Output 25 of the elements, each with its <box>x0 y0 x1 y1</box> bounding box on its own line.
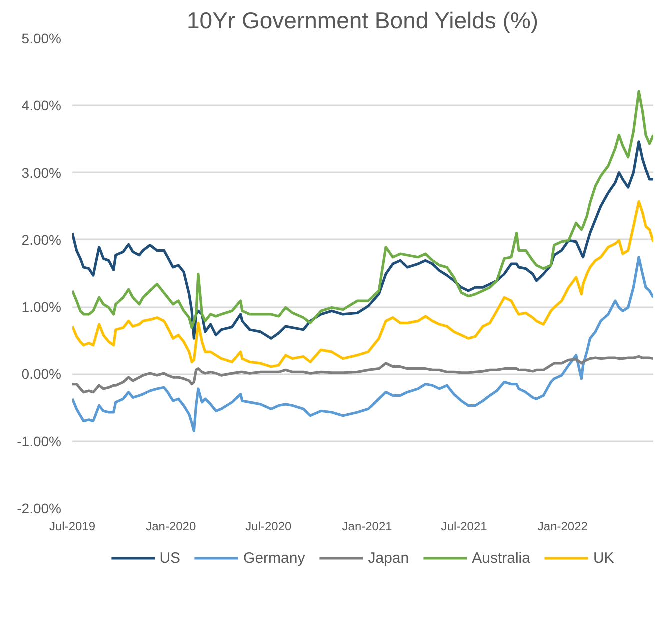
y-tick-label: 2.00% <box>22 232 62 248</box>
line-series <box>72 355 654 394</box>
line-series <box>72 256 654 433</box>
y-tick-label: 1.00% <box>22 299 62 316</box>
y-tick-label: 4.00% <box>22 98 62 114</box>
y-tick-label: 5.00% <box>22 30 62 46</box>
x-tick-label: Jan-2020 <box>146 520 196 534</box>
y-tick-label: 3.00% <box>22 164 62 181</box>
y-tick-label: -2.00% <box>17 500 62 516</box>
legend-label: US <box>160 550 181 566</box>
legend-label: Japan <box>368 550 410 566</box>
x-tick-label: Jul-2019 <box>49 520 96 534</box>
line-series <box>72 90 654 330</box>
legend-label: Germany <box>244 550 306 566</box>
chart-title: 10Yr Government Bond Yields (%) <box>187 8 539 34</box>
x-tick-label: Jul-2021 <box>441 520 488 534</box>
y-tick-label: 0.00% <box>22 366 62 382</box>
x-tick-label: Jan-2022 <box>538 520 588 534</box>
legend-label: UK <box>593 550 614 566</box>
legend-label: Australia <box>472 550 530 566</box>
x-tick-label: Jan-2021 <box>342 520 393 534</box>
line-series <box>72 200 654 368</box>
line-series <box>72 140 654 340</box>
x-tick-label: Jul-2020 <box>246 520 292 534</box>
y-tick-label: -1.00% <box>17 433 62 450</box>
